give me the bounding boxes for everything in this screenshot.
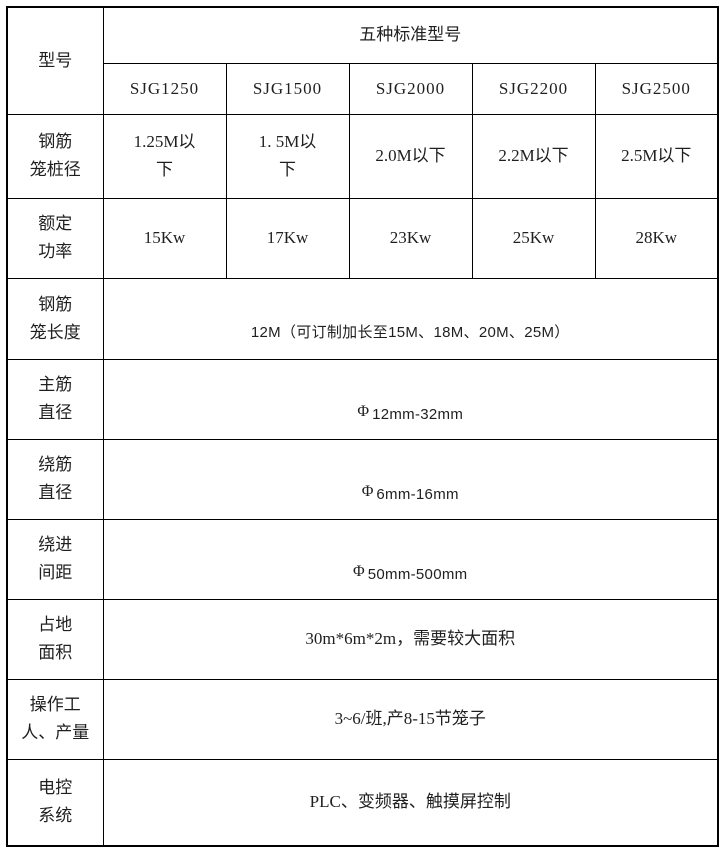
- cell-pile-diameter: 1. 5M以 下: [225, 113, 350, 199]
- phi-symbol: Φ: [361, 482, 374, 500]
- row-label-rated-power: 额定 功率: [6, 197, 104, 279]
- corner-label-model: 型号: [6, 6, 104, 115]
- main-bar-diameter-value: 12mm-32mm: [372, 405, 464, 423]
- model-cell: SJG2000: [348, 62, 473, 115]
- cell-pile-diameter: 2.0M以下: [348, 113, 473, 199]
- cell-rated-power: 25Kw: [471, 197, 596, 279]
- row-label-control-system: 电控 系统: [6, 758, 104, 847]
- cell-wrap-spacing: Φ 50mm-500mm: [102, 518, 719, 600]
- group-title: 五种标准型号: [102, 6, 719, 64]
- spec-table: 型号 五种标准型号 SJG1250 SJG1500 SJG2000 SJG220…: [6, 6, 719, 847]
- cell-workers-output: 3~6/班,产8-15节笼子: [102, 678, 719, 760]
- cage-length-value: 12M（可订制加长至15M、18M、20M、25M）: [250, 324, 570, 341]
- model-cell: SJG1250: [102, 62, 227, 115]
- row-label-pile-diameter: 钢筋 笼桩径: [6, 113, 104, 199]
- cell-floor-area: 30m*6m*2m，需要较大面积: [102, 598, 719, 680]
- cell-rated-power: 28Kw: [594, 197, 719, 279]
- cell-pile-diameter: 2.5M以下: [594, 113, 719, 199]
- cell-rated-power: 15Kw: [102, 197, 227, 279]
- model-cell: SJG2200: [471, 62, 596, 115]
- row-label-workers-output: 操作工 人、产量: [6, 678, 104, 760]
- row-label-wrap-spacing: 绕进 间距: [6, 518, 104, 600]
- row-label-floor-area: 占地 面积: [6, 598, 104, 680]
- cell-control-system: PLC、变频器、触摸屏控制: [102, 758, 719, 847]
- phi-symbol: Φ: [353, 562, 365, 580]
- cell-cage-length: 12M（可订制加长至15M、18M、20M、25M）: [102, 277, 719, 360]
- model-cell: SJG2500: [594, 62, 719, 115]
- wrap-spacing-value: 50mm-500mm: [367, 565, 468, 583]
- model-cell: SJG1500: [225, 62, 350, 115]
- row-label-cage-length: 钢筋 笼长度: [6, 277, 104, 360]
- row-label-wrap-bar-diameter: 绕筋 直径: [6, 438, 104, 520]
- cell-pile-diameter: 1.25M以 下: [102, 113, 227, 199]
- cell-pile-diameter: 2.2M以下: [471, 113, 596, 199]
- cell-rated-power: 23Kw: [348, 197, 473, 279]
- cell-wrap-bar-diameter: Φ 6mm-16mm: [102, 438, 719, 520]
- cell-main-bar-diameter: Φ 12mm-32mm: [102, 358, 719, 440]
- cell-rated-power: 17Kw: [225, 197, 350, 279]
- wrap-bar-diameter-value: 6mm-16mm: [376, 485, 459, 503]
- row-label-main-bar-diameter: 主筋 直径: [6, 358, 104, 440]
- phi-symbol: Φ: [357, 402, 370, 420]
